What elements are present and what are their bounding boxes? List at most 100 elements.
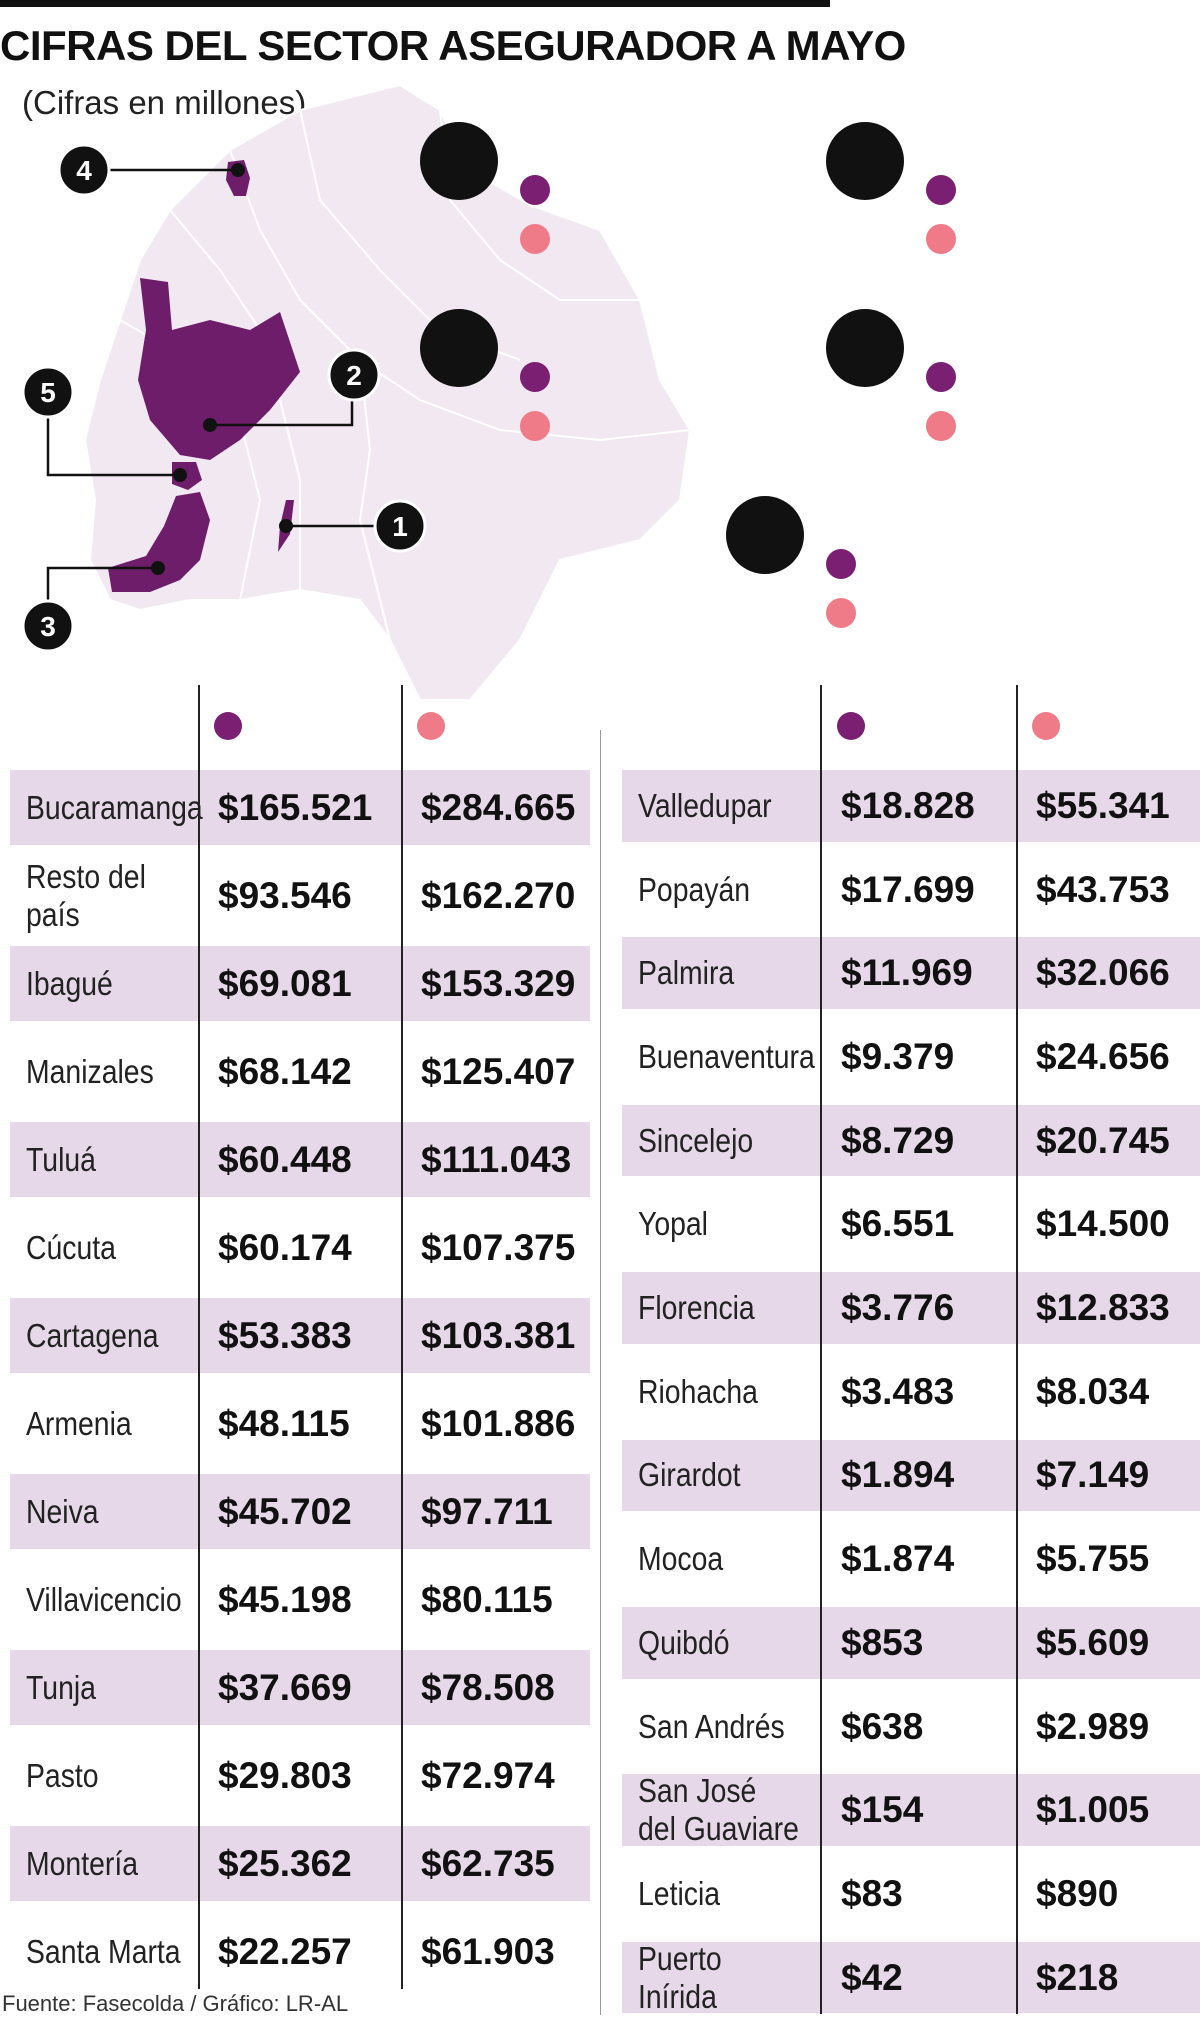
cell-primas: $107.375	[421, 1226, 576, 1268]
chart-subtitle: (Cifras en millones)	[22, 84, 307, 121]
table-row: Mocoa $1.874 $5.755	[622, 1523, 1200, 1595]
header-primas	[1032, 705, 1070, 744]
siniestros-dot-icon	[926, 175, 956, 205]
source-footer: Fuente: Fasecolda / Gráfico: LR-AL	[2, 1991, 349, 2016]
column-rule	[401, 685, 403, 1989]
callout-number	[420, 122, 498, 200]
cell-city: San Andrés	[638, 1707, 785, 1745]
cell-city: Buenaventura	[638, 1037, 815, 1075]
callout-1	[420, 122, 845, 292]
cell-primas: $103.381	[421, 1314, 576, 1356]
table-row: Manizales $68.142 $125.407	[10, 1034, 590, 1109]
table-row: Valledupar $18.828 $55.341	[622, 770, 1200, 842]
cell-city: Palmira	[638, 954, 735, 992]
callout-number	[826, 122, 904, 200]
chart-title: CIFRAS DEL SECTOR ASEGURADOR A MAYO	[0, 22, 906, 69]
cell-city: Armenia	[26, 1404, 132, 1442]
table-row: Tuluá $60.448 $111.043	[10, 1122, 590, 1197]
cell-siniestros: $68.142	[218, 1050, 352, 1092]
cell-primas: $43.753	[1036, 868, 1170, 910]
cell-city: Tuluá	[26, 1140, 96, 1178]
top-rule	[0, 0, 830, 7]
cell-primas: $284.665	[421, 786, 576, 828]
cell-city: Manizales	[26, 1052, 154, 1090]
siniestros-dot-icon	[520, 362, 550, 392]
primas-dot-icon	[1032, 712, 1060, 741]
cell-primas: $80.115	[421, 1578, 553, 1620]
table-row: Sincelejo $8.729 $20.745	[622, 1104, 1200, 1177]
primas-dot-icon	[826, 598, 856, 628]
cell-siniestros: $48.115	[218, 1402, 350, 1444]
cell-city: Girardot	[638, 1456, 741, 1494]
map-marker-label: 3	[40, 611, 56, 642]
table-row: Pasto $29.803 $72.974	[10, 1738, 590, 1813]
cell-primas: $72.974	[421, 1754, 555, 1796]
header-siniestros	[837, 705, 875, 744]
table-header	[10, 685, 590, 765]
cell-city: Valledupar	[638, 786, 772, 824]
callout-number	[726, 496, 804, 574]
cell-city: Puerto Inírida	[638, 1939, 722, 2015]
cell-primas: $32.066	[1036, 952, 1170, 994]
cell-primas: $125.407	[421, 1050, 576, 1092]
cell-city: Riohacha	[638, 1372, 758, 1410]
cell-siniestros: $165.521	[218, 786, 373, 828]
map-marker-label: 2	[346, 360, 362, 391]
cell-city: Villavicencio	[26, 1580, 182, 1618]
cell-siniestros: $45.198	[218, 1578, 352, 1620]
cell-siniestros: $25.362	[218, 1842, 352, 1884]
cell-siniestros: $69.081	[218, 962, 352, 1004]
table-row: San Andrés $638 $2.989	[622, 1691, 1200, 1763]
column-rule	[820, 685, 822, 2014]
header-primas	[417, 705, 455, 744]
cell-siniestros: $8.729	[841, 1119, 955, 1161]
table-row: Bucaramanga $165.521 $284.665	[10, 770, 590, 845]
cell-primas: $162.270	[421, 874, 576, 916]
cell-siniestros: $22.257	[218, 1930, 352, 1972]
table-row: Armenia $48.115 $101.886	[10, 1386, 590, 1461]
siniestros-dot-icon	[520, 175, 550, 205]
cell-primas: $7.149	[1036, 1454, 1150, 1496]
region-antioquia	[138, 278, 300, 460]
table-row: Yopal $6.551 $14.500	[622, 1189, 1200, 1261]
cell-siniestros: $18.828	[841, 784, 975, 826]
map-marker-4: 4	[57, 143, 111, 197]
cell-siniestros: $37.669	[218, 1666, 352, 1708]
cell-siniestros: $3.483	[841, 1370, 955, 1412]
callout-number	[420, 309, 498, 387]
cell-siniestros: $93.546	[218, 874, 352, 916]
map-marker-3: 3	[21, 599, 75, 653]
siniestros-dot-icon	[214, 712, 242, 741]
cell-city: Bucaramanga	[26, 788, 203, 826]
cell-primas: $61.903	[421, 1930, 555, 1972]
cell-city: Santa Marta	[26, 1932, 181, 1970]
cell-siniestros: $83	[841, 1872, 903, 1914]
siniestros-dot-icon	[926, 362, 956, 392]
cell-primas: $62.735	[421, 1842, 555, 1884]
table-row: Cúcuta $60.174 $107.375	[10, 1210, 590, 1285]
cell-siniestros: $11.969	[841, 952, 973, 994]
cell-siniestros: $1.874	[841, 1538, 955, 1580]
primas-dot-icon	[417, 712, 445, 741]
cell-city: Pasto	[26, 1756, 99, 1794]
cell-primas: $5.609	[1036, 1621, 1150, 1663]
table-row: Ibagué $69.081 $153.329	[10, 946, 590, 1021]
cell-primas: $101.886	[421, 1402, 576, 1444]
cell-primas: $2.989	[1036, 1705, 1150, 1747]
callout-number	[826, 309, 904, 387]
header-siniestros	[214, 705, 252, 744]
callout-2	[826, 122, 1200, 292]
map-marker-label: 5	[40, 377, 56, 408]
cell-city: Florencia	[638, 1289, 755, 1327]
table-left: Bucaramanga $165.521 $284.665 Resto del paí…	[10, 685, 590, 1989]
cell-siniestros: $638	[841, 1705, 924, 1747]
cell-city: San José del Guaviare	[638, 1772, 799, 1848]
cell-siniestros: $42	[841, 1956, 903, 1998]
cell-primas: $78.508	[421, 1666, 555, 1708]
cell-primas: $14.500	[1036, 1203, 1170, 1245]
cell-primas: $5.755	[1036, 1538, 1150, 1580]
table-row: San José del Guaviare $154 $1.005	[622, 1772, 1200, 1848]
cell-city: Popayán	[638, 870, 751, 908]
table-row: Santa Marta $22.257 $61.903	[10, 1914, 590, 1989]
cell-city: Mocoa	[638, 1540, 724, 1578]
